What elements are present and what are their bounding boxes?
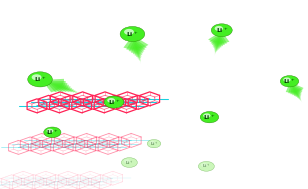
Wedge shape <box>214 44 219 50</box>
Circle shape <box>124 29 134 35</box>
Wedge shape <box>139 55 141 60</box>
Wedge shape <box>70 90 77 93</box>
Wedge shape <box>42 79 64 92</box>
Wedge shape <box>135 48 142 56</box>
Wedge shape <box>296 93 301 98</box>
Circle shape <box>215 26 223 31</box>
Wedge shape <box>214 54 215 55</box>
Wedge shape <box>301 100 302 101</box>
Wedge shape <box>212 38 223 46</box>
Circle shape <box>211 24 232 37</box>
Text: Li$^+$: Li$^+$ <box>46 128 59 137</box>
Circle shape <box>104 96 124 108</box>
Wedge shape <box>49 83 67 92</box>
Text: Li$^+$: Li$^+$ <box>283 77 296 86</box>
Wedge shape <box>298 96 301 100</box>
Wedge shape <box>133 45 143 54</box>
Wedge shape <box>52 84 69 92</box>
Wedge shape <box>299 98 302 101</box>
Wedge shape <box>45 81 66 92</box>
Circle shape <box>147 139 161 148</box>
Circle shape <box>124 159 130 163</box>
Wedge shape <box>298 94 301 99</box>
Wedge shape <box>295 91 301 97</box>
Wedge shape <box>77 93 81 94</box>
Wedge shape <box>292 88 302 95</box>
Wedge shape <box>63 88 74 92</box>
Circle shape <box>203 113 211 118</box>
Text: Li$^+$: Li$^+$ <box>126 30 139 39</box>
Circle shape <box>28 72 52 87</box>
Wedge shape <box>136 50 142 57</box>
Circle shape <box>198 161 214 171</box>
Wedge shape <box>294 89 302 96</box>
Wedge shape <box>213 40 221 47</box>
Circle shape <box>121 158 137 167</box>
Wedge shape <box>215 48 217 52</box>
Wedge shape <box>126 38 147 50</box>
Wedge shape <box>140 60 141 62</box>
Wedge shape <box>215 50 216 53</box>
Text: Li$^+$: Li$^+$ <box>203 113 216 122</box>
Text: Li$^+$: Li$^+$ <box>150 140 158 148</box>
Circle shape <box>47 129 53 133</box>
Wedge shape <box>124 35 148 49</box>
Circle shape <box>200 112 219 123</box>
Wedge shape <box>208 31 229 43</box>
Wedge shape <box>139 58 141 61</box>
Wedge shape <box>209 33 227 44</box>
Wedge shape <box>288 84 303 93</box>
Circle shape <box>32 74 42 80</box>
Text: Li$^+$: Li$^+$ <box>202 163 211 170</box>
Wedge shape <box>131 43 144 53</box>
Wedge shape <box>214 46 217 51</box>
Circle shape <box>201 163 207 167</box>
Text: Li$^+$: Li$^+$ <box>108 98 120 107</box>
Text: Li$^+$: Li$^+$ <box>125 159 134 167</box>
Wedge shape <box>60 86 72 92</box>
Circle shape <box>44 127 61 138</box>
Wedge shape <box>290 86 302 94</box>
Wedge shape <box>74 91 79 93</box>
Circle shape <box>149 141 155 144</box>
Wedge shape <box>211 36 225 45</box>
Wedge shape <box>129 40 145 52</box>
Wedge shape <box>286 82 304 92</box>
Circle shape <box>283 77 291 82</box>
Circle shape <box>107 98 115 103</box>
Wedge shape <box>56 85 71 92</box>
Wedge shape <box>67 89 75 93</box>
Wedge shape <box>137 53 141 58</box>
Text: Li$^+$: Li$^+$ <box>216 26 228 35</box>
Text: Li$^+$: Li$^+$ <box>34 75 46 84</box>
Circle shape <box>120 26 145 42</box>
Wedge shape <box>213 42 220 49</box>
Circle shape <box>280 76 299 87</box>
